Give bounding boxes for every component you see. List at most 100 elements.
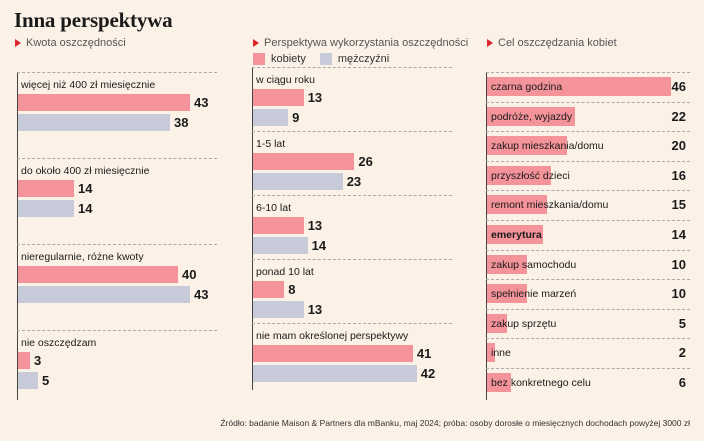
row-separator	[486, 72, 690, 73]
row-separator	[486, 160, 690, 162]
goal-value: 20	[671, 138, 686, 154]
panel-heading-amount: Kwota oszczędności	[15, 37, 126, 49]
axis-line	[252, 67, 253, 390]
category-label: do około 400 zł miesięcznie	[21, 165, 150, 177]
row-separator	[17, 158, 217, 159]
goal-bar	[487, 195, 547, 215]
goal-bar	[487, 284, 527, 304]
panel-heading-goals: Cel oszczędzania kobiet	[487, 37, 617, 49]
bar-men	[253, 365, 417, 382]
legend-label-women: kobiety	[271, 53, 306, 65]
goal-label: zakup mieszkania/domu	[491, 140, 604, 153]
row-separator	[486, 308, 690, 310]
value-men: 23	[346, 174, 362, 189]
axis-line	[486, 72, 487, 400]
value-men: 9	[292, 110, 300, 125]
bar-men	[18, 372, 38, 389]
triangle-marker-icon	[15, 39, 21, 47]
goal-bar	[487, 165, 551, 185]
triangle-marker-icon	[487, 39, 493, 47]
legend: kobiety mężczyźni	[253, 53, 389, 65]
goal-label: remont mieszkania/domu	[491, 199, 609, 212]
goal-label: przyszłość dzieci	[491, 169, 570, 182]
bar-men	[253, 237, 308, 254]
row-separator	[486, 101, 690, 103]
row-separator	[252, 195, 452, 196]
goal-value: 6	[678, 375, 686, 390]
goal-label: zakup sprzętu	[491, 317, 557, 330]
value-men: 14	[78, 201, 93, 216]
row-separator	[252, 131, 452, 132]
category-label: ponad 10 lat	[256, 266, 314, 278]
goal-label: podróże, wyjazdy	[491, 110, 573, 123]
value-men: 14	[311, 238, 327, 253]
goal-bar	[487, 77, 671, 96]
category-label: nieregularnie, różne kwoty	[21, 251, 144, 263]
bar-women	[253, 153, 355, 170]
goal-value: 14	[671, 227, 686, 242]
goal-bar	[487, 343, 495, 363]
value-women: 43	[194, 95, 209, 110]
axis-line	[17, 72, 18, 400]
row-separator	[486, 249, 690, 251]
row-separator	[486, 368, 690, 369]
triangle-marker-icon	[253, 39, 259, 47]
row-separator	[486, 220, 690, 221]
goal-bar	[487, 136, 567, 156]
value-men: 42	[420, 366, 436, 381]
row-separator	[486, 338, 690, 340]
category-label: nie oszczędzam	[21, 337, 97, 349]
bar-men	[18, 114, 170, 131]
category-label: więcej niż 400 zł miesięcznie	[21, 79, 156, 91]
bar-women	[253, 217, 304, 234]
bar-women	[18, 180, 74, 197]
value-women: 14	[78, 181, 93, 196]
source-note: Źródło: badanie Maison & Partners dla mB…	[220, 418, 690, 428]
goal-label: czarna godzina	[491, 81, 563, 93]
goal-label: emerytura	[491, 229, 542, 241]
goal-bar	[487, 373, 511, 392]
category-label: w ciągu roku	[256, 74, 315, 86]
row-separator	[486, 131, 690, 133]
goal-label: inne	[491, 347, 511, 360]
bar-women	[253, 345, 413, 362]
goal-bar	[487, 225, 543, 244]
value-women: 13	[307, 90, 323, 105]
bar-men	[253, 109, 289, 126]
bar-women	[18, 94, 190, 111]
bar-men	[253, 173, 343, 190]
goal-value: 10	[671, 256, 686, 272]
goal-value: 22	[671, 108, 686, 124]
bar-women	[18, 266, 178, 283]
row-separator	[486, 279, 690, 281]
goal-value: 10	[671, 286, 686, 302]
legend-swatch-men	[319, 53, 332, 65]
goal-value: 2	[678, 345, 686, 361]
value-men: 38	[174, 115, 189, 130]
goal-label: bez konkretnego celu	[491, 377, 591, 389]
value-women: 13	[307, 218, 323, 233]
value-men: 5	[42, 373, 50, 388]
row-separator	[17, 72, 217, 73]
goal-value: 46	[671, 79, 686, 94]
legend-label-men: mężczyźni	[337, 53, 390, 65]
goal-bar	[487, 254, 527, 274]
bar-women	[253, 281, 285, 298]
goal-value: 5	[678, 315, 686, 331]
bar-women	[18, 352, 30, 369]
row-separator	[486, 190, 690, 192]
value-women: 40	[182, 267, 197, 282]
legend-swatch-women	[253, 53, 265, 65]
bar-women	[253, 89, 304, 106]
row-separator	[17, 330, 217, 331]
chart-title: Inna perspektywa	[14, 8, 173, 32]
value-women: 3	[34, 353, 42, 368]
panel-title: Perspektywa wykorzystania oszczędności	[264, 37, 469, 49]
category-label: nie mam określonej perspektywy	[256, 330, 409, 342]
value-men: 43	[194, 287, 209, 302]
goal-bar	[487, 313, 507, 333]
row-separator	[252, 323, 452, 324]
category-label: 1-5 lat	[256, 138, 286, 150]
panel-heading-horizon: Perspektywa wykorzystania oszczędności	[253, 37, 468, 49]
bar-men	[18, 286, 190, 303]
